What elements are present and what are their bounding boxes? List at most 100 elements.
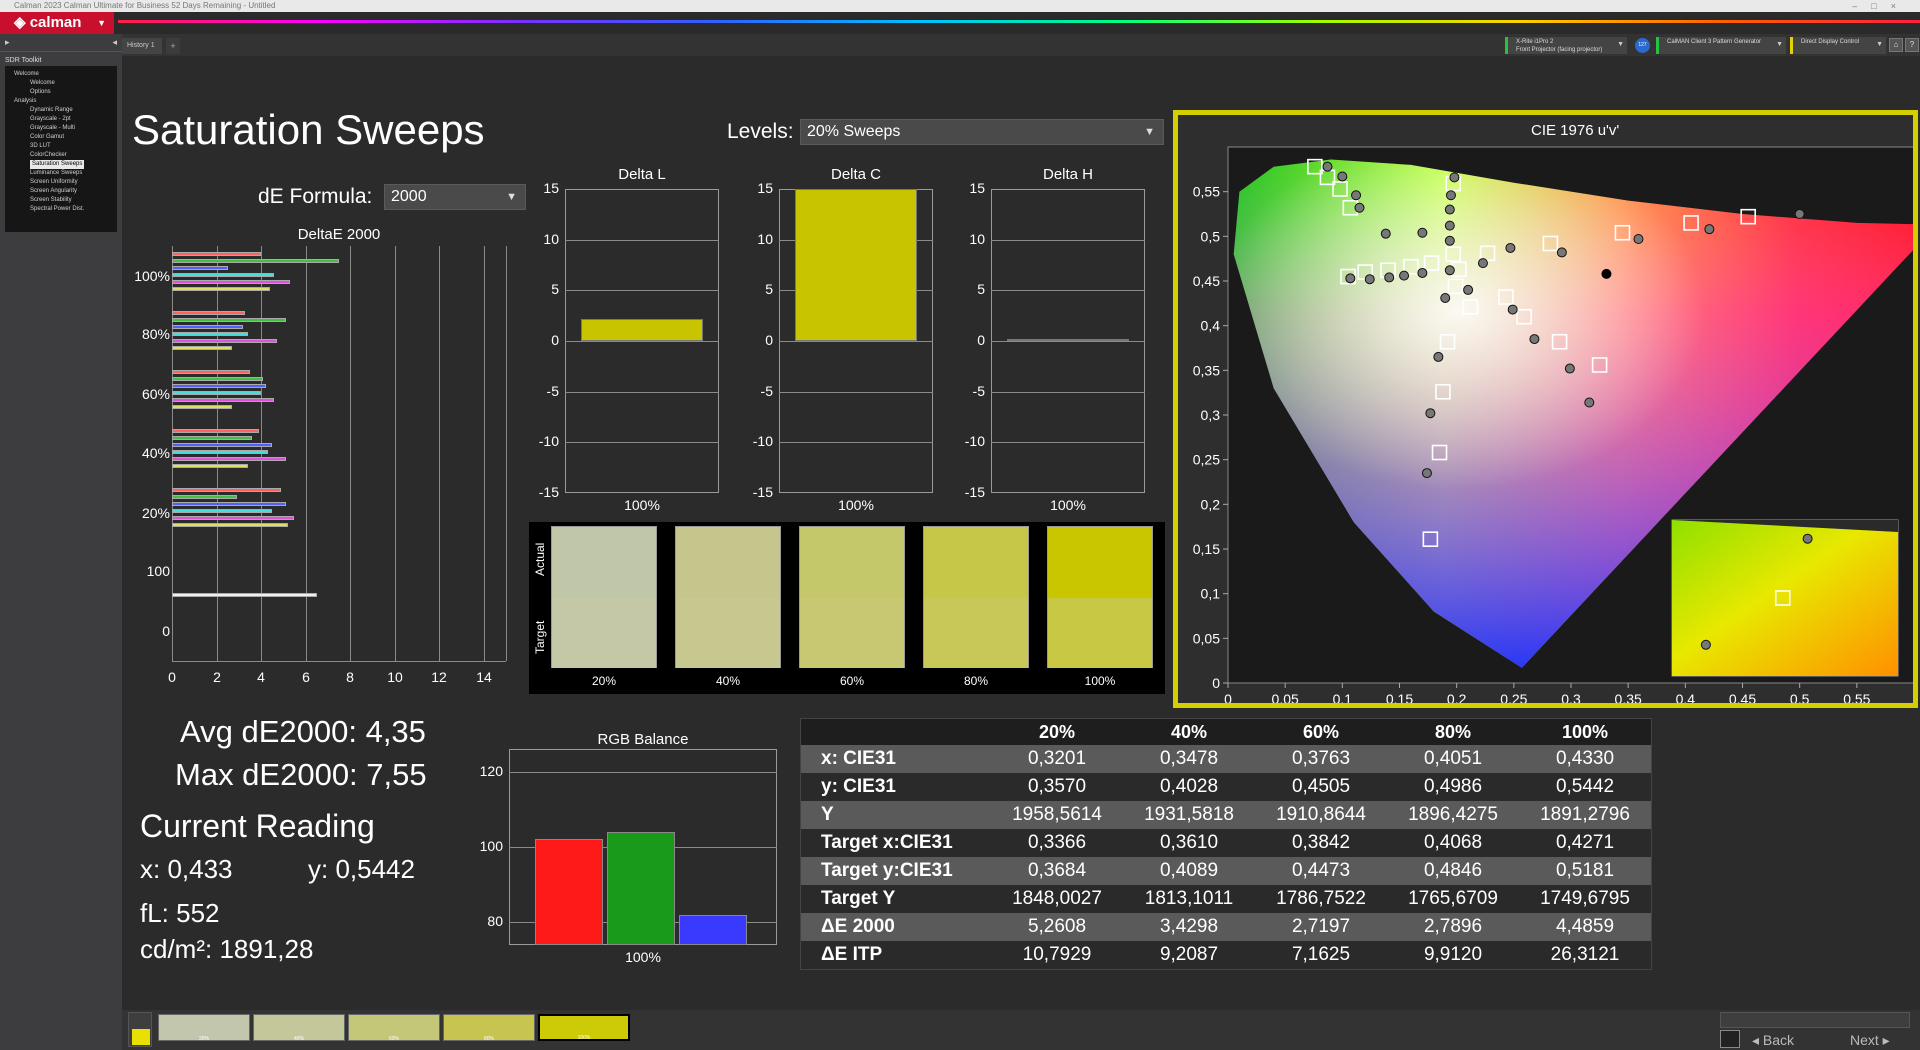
sidebar-item[interactable]: Color Gamut [8,133,114,142]
table-cell: 10,7929 [991,941,1123,969]
cie-target-square [1403,258,1419,275]
sidebar-item-label: Screen Stability [30,197,72,203]
table-row-label: ΔE ITP [801,941,991,969]
table-cell: 0,3610 [1123,829,1255,857]
swatch-80pct [923,526,1029,668]
calman-logo-menu[interactable]: ◈ calman ▼ [0,12,114,34]
bottom-swatch-label: 100% [577,1035,591,1041]
back-button[interactable]: ◂ Back [1752,1032,1795,1048]
sidebar-item[interactable]: 3D LUT [8,142,114,151]
sidebar-item[interactable]: Dynamic Range [8,106,114,115]
meter-mode: Front Projector (facing projector) [1516,47,1603,53]
table-row: y: CIE31 0,3570 0,4028 0,4505 0,4986 0,5442 [801,773,1651,801]
delta-cat-label: 100% [838,497,874,513]
window-controls[interactable]: –□× [1852,1,1910,11]
de-formula-dropdown[interactable]: 2000 ▼ [384,184,526,210]
delta-gridline [779,442,933,443]
sidebar-pin-icon[interactable]: ▸ [5,37,10,47]
tab-history[interactable]: History 1 [122,38,162,54]
table-row: Target x:CIE31 0,3366 0,3610 0,3842 0,4068 0,… [801,829,1651,857]
deltae-y-label: 80% [141,326,170,342]
cie-chart-frame[interactable]: CIE 1976 u'v' 0,55 0,5 0,45 0,4 0,35 0,3 0,25 0,… [1173,110,1920,708]
display-control-selector[interactable]: Direct Display Control ▼ [1790,37,1886,54]
delta-chart-title: Delta H [1042,166,1094,183]
table-row: ΔE 2000 5,2608 3,4298 2,7197 2,7896 4,4859 [801,913,1651,941]
delta-gridline [991,392,1145,393]
add-tab-button[interactable]: + [166,38,180,54]
sidebar-item[interactable]: Grayscale - 2pt [8,115,114,124]
bottom-swatch[interactable]: 80% [443,1014,535,1042]
cie-measured-point [1322,161,1333,172]
chevron-down-icon: ▼ [1617,41,1624,48]
table-cell: 0,3842 [1255,829,1387,857]
bottom-swatch[interactable]: 40% [253,1014,345,1042]
sidebar-item[interactable]: Welcome [8,70,114,79]
bottom-swatch[interactable]: 100% [538,1014,630,1041]
table-cell: 1931,5818 [1123,801,1255,829]
sidebar-item[interactable]: Screen Angularity [8,187,114,196]
cie-target-square [1439,333,1456,350]
table-cell: 26,3121 [1519,941,1651,969]
table-cell: 0,3570 [991,773,1123,801]
delta-y-tick: 15 [757,180,773,196]
delta-chart-title: Delta L [618,166,666,183]
table-header-row: 20% 40% 60% 80% 100% [801,719,1651,745]
sidebar-item[interactable]: Welcome [8,79,114,88]
deltae-bar [172,384,266,388]
sidebar-item[interactable]: Screen Stability [8,196,114,205]
levels-dropdown[interactable]: 20% Sweeps ▼ [800,119,1164,145]
cie-measured-point [1384,272,1395,283]
bottom-swatch[interactable]: 60% [348,1014,440,1042]
page-title: Saturation Sweeps [132,106,485,153]
playback-controls[interactable] [1720,1012,1910,1028]
cie-x-tick: 0,4 [1676,691,1696,703]
window-title: Calman 2023 Calman Ultimate for Business… [14,1,276,10]
deltae-bar [172,450,268,454]
pattern-generator-selector[interactable]: CalMAN Client 3 Pattern Generator ▼ [1656,37,1786,54]
workflow-tree: Welcome Welcome Options Analysis Dynamic Ran… [5,66,117,232]
sidebar-item[interactable]: Spectral Power Dist. [8,205,114,214]
bottom-swatch[interactable]: 20% [158,1014,250,1042]
cie-measured-point [1529,334,1540,345]
current-reading-title: Current Reading [140,808,375,844]
home-icon[interactable]: ⌂ [1889,38,1903,52]
sidebar-item[interactable]: Grayscale - Multi [8,124,114,133]
deltae-bar [172,266,228,270]
stop-icon[interactable] [1720,1030,1740,1048]
delta-y-tick: -5 [760,383,773,399]
sidebar-item[interactable]: Screen Uniformity [8,178,114,187]
sidebar-item[interactable]: Analysis [8,97,114,106]
rgb-gridline [509,772,777,773]
next-button[interactable]: Next ▸ [1850,1032,1890,1048]
sidebar-item[interactable]: Saturation Sweeps [8,160,114,169]
sidebar-item[interactable]: Options [8,88,114,97]
swatch-40pct [675,526,781,668]
deltae-gridline [395,246,396,661]
table-cell: 0,4330 [1519,745,1651,773]
sidebar-item-label: Color Gamut [30,134,65,140]
color-select-button[interactable] [128,1012,152,1047]
deltae-bar [172,287,270,291]
table-cell: 0,4846 [1387,857,1519,885]
cie-measured-point [1440,292,1451,303]
sidebar-item[interactable]: Luminance Sweeps [8,169,114,178]
meter-selector[interactable]: X-Rite i1Pro 2 Front Projector (facing p… [1505,37,1627,54]
sidebar-item-label: 3D LUT [30,143,51,149]
deltae-bar [172,280,290,284]
swatch-caption: 100% [1084,674,1116,688]
sidebar-item[interactable]: ColorChecker [8,151,114,160]
delta-y-tick: 5 [977,281,985,297]
meter-name: X-Rite i1Pro 2 [1516,39,1554,45]
collapse-sidebar-icon[interactable]: ◂ [112,37,117,47]
cie-measured-point [1704,224,1715,235]
cie-target-square [1435,383,1451,400]
tab-bar: History 1 + [0,34,1920,56]
rgb-y-tick: 120 [479,763,503,779]
meter-badge[interactable]: 127 [1635,38,1650,53]
cie-y-tick: 0,45 [1193,273,1220,289]
help-icon[interactable]: ? [1905,38,1919,52]
current-cdm2: cd/m²: 1891,28 [140,934,314,964]
table-cell: 1848,0027 [991,885,1123,913]
sidebar-item-label: Dynamic Range [30,107,73,113]
cie-measured-point [1417,267,1428,278]
